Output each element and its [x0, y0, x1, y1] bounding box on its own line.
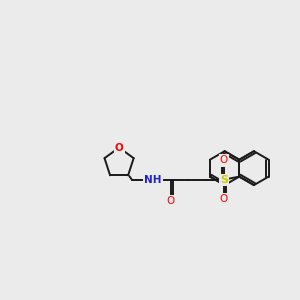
Text: S: S — [220, 175, 228, 185]
Text: O: O — [220, 155, 228, 166]
Text: O: O — [220, 194, 228, 204]
Text: NH: NH — [144, 175, 162, 185]
Text: O: O — [115, 142, 124, 153]
Text: O: O — [167, 196, 175, 206]
